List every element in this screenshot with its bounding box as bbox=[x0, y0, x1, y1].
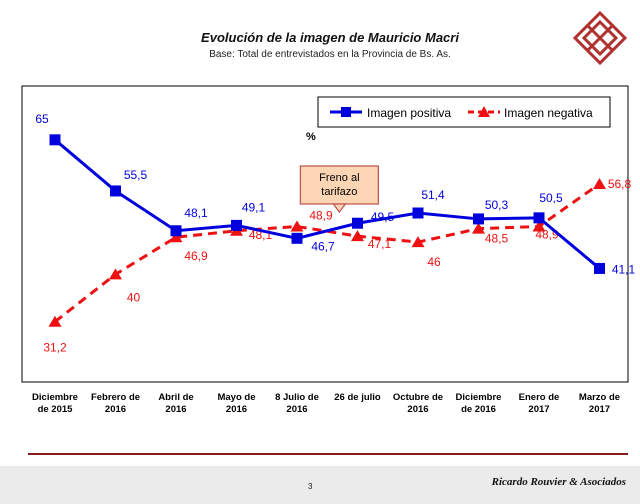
legend-box bbox=[317, 96, 611, 128]
negative-marker bbox=[593, 177, 606, 189]
negative-data-label: 48,9 bbox=[309, 208, 333, 222]
positive-data-label: 49,1 bbox=[242, 200, 266, 214]
footer-bar bbox=[0, 466, 640, 504]
footer-brand: Ricardo Rouvier & Asociados bbox=[491, 476, 626, 488]
annotation-text: tarifazo bbox=[321, 186, 357, 198]
positive-marker bbox=[412, 207, 424, 219]
plot-frame bbox=[21, 85, 629, 383]
positive-data-label: 41,1 bbox=[612, 262, 636, 276]
page-number: 3 bbox=[308, 482, 313, 491]
positive-data-label: 50,3 bbox=[485, 198, 509, 212]
brand-logo bbox=[572, 10, 628, 66]
footer-divider bbox=[28, 453, 628, 455]
positive-marker bbox=[291, 232, 303, 244]
negative-marker bbox=[48, 315, 62, 327]
negative-data-label: 48,9 bbox=[535, 227, 559, 241]
x-tick-label: Abril de bbox=[158, 392, 193, 403]
positive-marker bbox=[170, 225, 182, 237]
legend-marker-negative bbox=[478, 106, 490, 117]
x-tick-label: 8 Julio de bbox=[275, 392, 319, 403]
positive-marker bbox=[533, 212, 545, 224]
positive-marker bbox=[473, 213, 484, 225]
x-tick-label: Febrero de bbox=[91, 392, 140, 403]
series-line-negative bbox=[54, 182, 601, 323]
x-tick-label: 2016 bbox=[105, 404, 126, 415]
negative-data-label: 48,5 bbox=[485, 232, 509, 246]
positive-data-label: 55,5 bbox=[124, 168, 148, 182]
positive-data-label: 48,1 bbox=[184, 206, 208, 220]
positive-data-label: 49,5 bbox=[371, 210, 395, 224]
negative-data-label: 31,2 bbox=[43, 341, 67, 355]
negative-marker bbox=[290, 220, 304, 232]
positive-marker bbox=[231, 219, 242, 231]
series-line-positive bbox=[54, 138, 601, 270]
positive-marker bbox=[594, 262, 605, 274]
negative-marker bbox=[472, 222, 485, 234]
x-tick-label: Mayo de bbox=[217, 392, 255, 403]
positive-marker bbox=[110, 185, 121, 197]
x-tick-label: 2016 bbox=[226, 404, 247, 415]
annotation-pointer bbox=[332, 203, 347, 213]
negative-marker bbox=[109, 268, 122, 280]
negative-data-label: 56,8 bbox=[608, 177, 632, 191]
positive-data-label: 65 bbox=[35, 112, 49, 126]
positive-data-label: 51,4 bbox=[421, 188, 445, 202]
negative-data-label: 46 bbox=[427, 255, 441, 269]
x-tick-label: Diciembre bbox=[456, 392, 502, 403]
x-tick-label: Octubre de bbox=[393, 392, 443, 403]
legend-marker-positive bbox=[341, 107, 351, 117]
x-tick-label: de 2016 bbox=[461, 404, 496, 415]
x-tick-label: Enero de bbox=[519, 392, 560, 403]
negative-marker bbox=[532, 220, 546, 232]
page-title: Evolución de la imagen de Mauricio Macri bbox=[201, 30, 459, 45]
x-tick-label: Marzo de bbox=[579, 392, 620, 403]
x-tick-label: 2016 bbox=[407, 404, 428, 415]
x-tick-label: 2017 bbox=[528, 404, 549, 415]
x-tick-label: 2017 bbox=[589, 404, 610, 415]
negative-marker bbox=[169, 231, 183, 243]
logo-diamond-icon bbox=[572, 10, 628, 66]
page-subtitle: Base: Total de entrevistados en la Provi… bbox=[209, 49, 451, 60]
x-tick-label: 26 de julio bbox=[334, 392, 381, 403]
positive-marker bbox=[352, 217, 363, 229]
legend-label-negative: Imagen negativa bbox=[504, 106, 593, 120]
x-tick-label: 2016 bbox=[286, 404, 307, 415]
positive-marker bbox=[49, 134, 61, 146]
legend-label-positive: Imagen positiva bbox=[367, 106, 451, 120]
x-tick-label: 2016 bbox=[165, 404, 186, 415]
x-tick-label: de 2015 bbox=[38, 404, 74, 415]
negative-marker bbox=[411, 236, 425, 248]
negative-data-label: 40 bbox=[127, 290, 141, 304]
positive-data-label: 50,5 bbox=[539, 191, 563, 205]
x-tick-label: Diciembre bbox=[32, 392, 78, 403]
negative-data-label: 47,1 bbox=[368, 237, 392, 251]
annotation-callout bbox=[299, 165, 379, 205]
negative-data-label: 46,9 bbox=[184, 249, 208, 263]
y-unit-label: % bbox=[306, 131, 316, 143]
annotation-text: Freno al bbox=[319, 172, 359, 184]
positive-data-label: 46,7 bbox=[311, 239, 335, 253]
negative-marker bbox=[351, 230, 364, 242]
